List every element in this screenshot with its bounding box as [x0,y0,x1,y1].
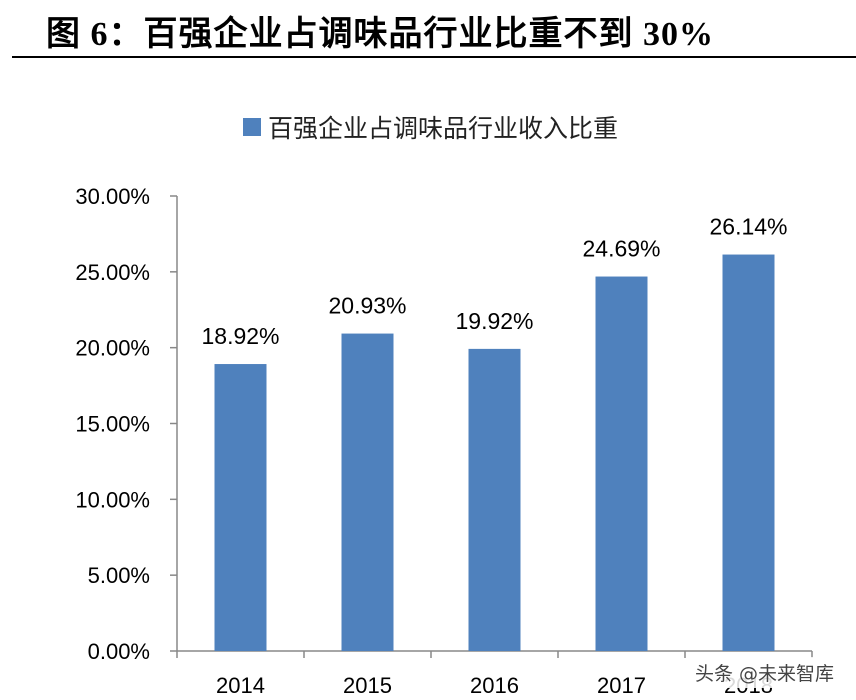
figure-title: 图 6：百强企业占调味品行业比重不到 30% [46,16,714,53]
y-tick-label: 25.00% [75,260,150,285]
data-labels: 18.92% 20.93% 19.92% 24.69% 26.14% [201,214,787,350]
data-label: 24.69% [582,236,660,262]
data-label: 19.92% [455,308,533,334]
bar [595,276,648,651]
bar [214,364,267,651]
data-label: 20.93% [328,293,406,319]
y-tick-label: 5.00% [88,563,150,588]
data-label: 26.14% [709,214,787,240]
y-axis: 0.00% 5.00% 10.00% 15.00% 20.00% 25.00% 30.00% [75,184,178,664]
bars [214,254,775,651]
data-label: 18.92% [201,323,279,349]
y-tick-label: 30.00% [75,184,150,209]
legend-label: 百强企业占调味品行业收入比重 [268,114,618,143]
legend: 百强企业占调味品行业收入比重 [243,114,618,143]
bar [722,254,775,651]
title-divider [12,56,856,58]
bar [468,348,521,651]
x-tick-label: 2017 [597,673,646,698]
y-tick-label: 0.00% [88,639,150,664]
x-tick-label: 2016 [470,673,519,698]
x-tick-label: 2015 [343,673,392,698]
y-tick-label: 10.00% [75,487,150,512]
legend-swatch [243,118,261,136]
y-tick-label: 15.00% [75,412,150,437]
bar [341,333,394,651]
y-tick-label: 20.00% [75,336,150,361]
x-tick-label: 2014 [216,673,265,698]
watermark: 头条 @未来智库 [688,657,840,688]
